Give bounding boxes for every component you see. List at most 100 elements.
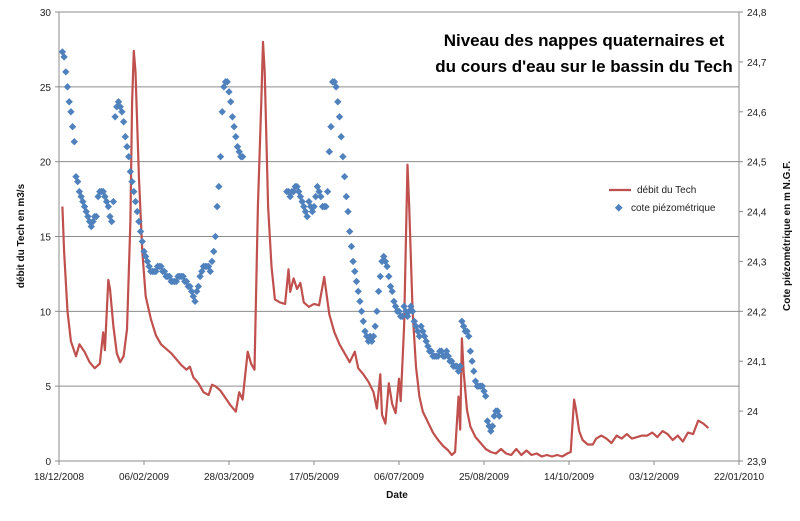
cote-point [374,287,383,296]
series-debit-du-tech [61,40,710,458]
cote-point [398,312,407,320]
cote-point [238,153,247,161]
cote-point [216,153,225,161]
debit-line [61,40,710,458]
cote-point [349,257,357,266]
cote-point [123,143,131,151]
cote-point [347,242,356,251]
cote-point [128,177,136,186]
cote-point [456,362,464,370]
cote-point [125,153,133,161]
cote-point [383,262,391,271]
x-tick-label: 03/12/2009 [629,472,679,483]
right-tick-label: 24,1 [747,357,767,368]
x-tick-label: 17/05/2009 [289,472,339,483]
x-tick-label: 25/08/2009 [459,472,509,483]
cote-point [351,267,359,276]
left-axis-ticks: 0 5 10 15 20 25 30 [40,8,59,468]
cote-point [62,68,70,76]
cote-point [359,317,367,325]
left-tick-label: 15 [40,233,52,244]
cote-point [210,247,218,256]
cote-point [415,332,424,340]
cote-point [60,53,68,61]
cote-point [385,272,393,281]
x-tick-label: 18/12/2008 [34,472,84,483]
right-tick-label: 24,2 [747,307,767,318]
x-tick-label: 28/03/2009 [204,472,254,483]
cote-point [342,192,350,201]
cote-point [344,207,352,216]
x-axis-ticks: 18/12/2008 06/02/2009 28/03/2009 17/05/2009… [34,461,764,483]
x-tick-label: 06/07/2009 [374,472,424,483]
cote-point [131,197,140,206]
cote-point [466,347,475,355]
cote-point [376,272,384,281]
cote-point [339,153,347,161]
cote-point [354,287,362,296]
right-tick-label: 24,4 [747,208,767,219]
cote-point [470,367,478,375]
cote-point [68,123,77,131]
legend-label-debit: débit du Tech [637,185,696,196]
cote-point [232,133,240,141]
left-tick-label: 20 [40,158,52,169]
left-tick-label: 25 [40,83,52,94]
cote-point [337,133,345,141]
right-tick-label: 24,7 [747,58,767,69]
gridlines [59,86,739,387]
left-axis-title: débit du Tech en m3/s [16,183,27,288]
cote-point [191,297,199,306]
legend-diamond-swatch [614,203,623,212]
x-tick-label: 06/02/2009 [119,472,169,483]
right-tick-label: 24,5 [747,158,767,169]
cote-point [408,307,417,316]
cote-point [481,392,490,400]
right-axis-title: Cote piézométrique en m N.G.F. [782,161,793,311]
cote-point [65,98,73,106]
cote-point [373,307,381,316]
cote-point [111,113,119,121]
right-tick-label: 24,3 [747,257,767,268]
legend-label-cote: cote piézométrique [631,203,716,214]
right-tick-label: 23,9 [747,457,767,468]
cote-point [495,412,503,420]
cote-point [206,267,214,276]
cote-point [369,332,378,340]
left-tick-label: 30 [40,8,52,19]
cote-point [323,187,332,196]
cote-point [136,227,145,236]
cote-point [488,422,497,430]
x-tick-label: 22/01/2010 [714,472,764,483]
right-tick-label: 24 [747,407,759,418]
cote-point [107,217,116,226]
cote-point [465,332,473,340]
cote-point [138,237,146,246]
cote-point [133,207,141,216]
cote-point [352,277,361,286]
cote-point [371,322,379,330]
cote-point [388,287,396,296]
chart-title-line-2: du cours d'eau sur le bassin du Tech [435,57,733,76]
x-tick-label: 14/10/2009 [544,472,594,483]
right-axis-ticks: 23,9 24 24,1 24,2 24,3 24,4 24,5 24,6 24,7 24,8 [739,8,767,468]
cote-point [121,133,129,141]
cote-point [67,108,75,116]
cote-point [228,113,237,121]
legend: débit du Tech cote piézométrique [609,185,716,214]
right-tick-label: 24,6 [747,108,767,119]
cote-point [317,192,325,201]
cote-point [357,307,366,316]
left-tick-label: 5 [45,382,51,393]
cote-point [223,78,231,86]
cote-point [346,227,354,236]
left-tick-label: 10 [40,307,52,318]
cote-point [92,212,101,221]
x-axis-title: Date [386,490,408,501]
cote-point [468,357,476,365]
cote-point [118,108,126,116]
cote-point [327,123,335,131]
cote-point [130,187,138,196]
